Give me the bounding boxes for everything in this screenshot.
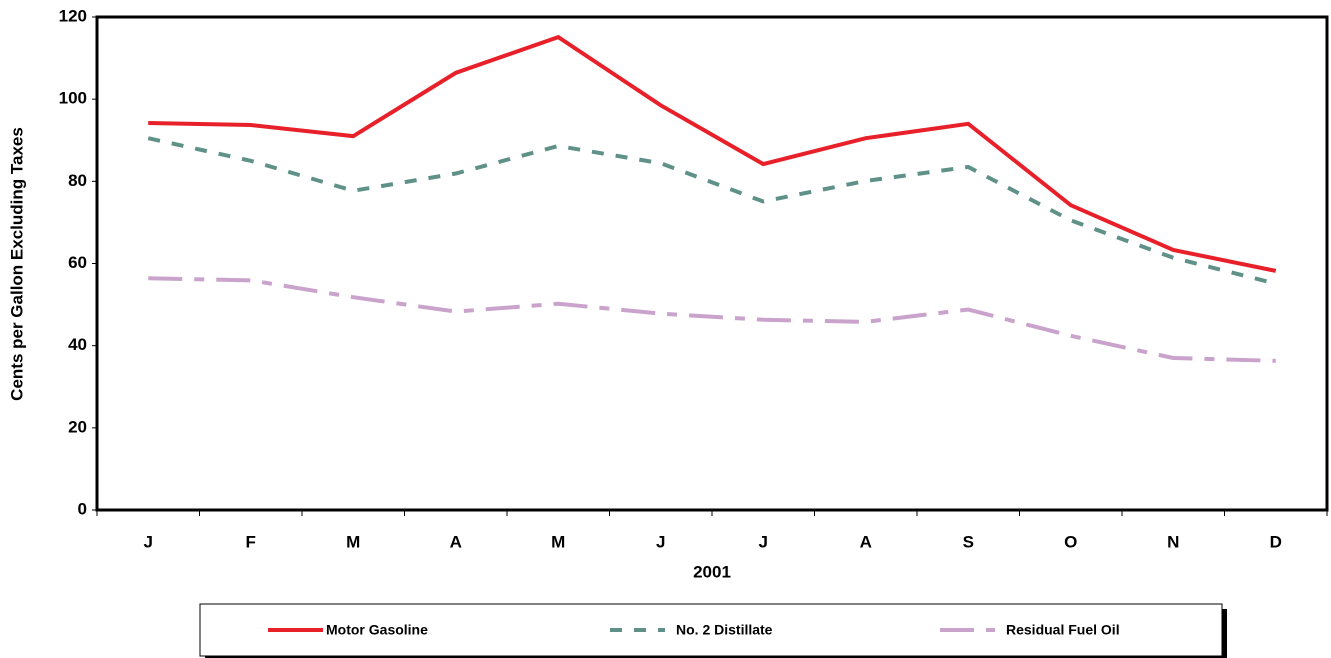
x-tick-label: A [450, 532, 462, 551]
legend-label: No. 2 Distillate [676, 622, 773, 638]
legend-label: Residual Fuel Oil [1006, 622, 1120, 638]
series-line [148, 34, 1277, 273]
x-tick-label: F [246, 532, 256, 551]
x-tick-label: M [551, 532, 565, 551]
x-axis-title: 2001 [693, 562, 731, 581]
y-tick-label: 40 [68, 335, 87, 354]
y-tick-label: 60 [68, 253, 87, 272]
x-tick-label: D [1270, 532, 1282, 551]
x-tick-label: J [144, 532, 153, 551]
y-tick-label: 80 [68, 171, 87, 190]
x-tick-label: N [1167, 532, 1179, 551]
series-line [148, 276, 1276, 363]
x-tick-label: O [1064, 532, 1077, 551]
x-tick-label: J [656, 532, 665, 551]
series-line [147, 136, 1277, 286]
x-tick-label: A [860, 532, 872, 551]
x-tick-label: S [963, 532, 974, 551]
plot-frame [95, 15, 1329, 512]
x-tick-label: M [346, 532, 360, 551]
legend-label: Motor Gasoline [326, 622, 428, 638]
y-axis-title: Cents per Gallon Excluding Taxes [7, 127, 26, 401]
y-tick-label: 100 [59, 89, 87, 108]
y-tick-label: 0 [78, 499, 87, 518]
y-tick-label: 120 [59, 6, 87, 25]
y-tick-label: 20 [68, 417, 87, 436]
legend [199, 603, 1223, 657]
x-tick-label: J [759, 532, 768, 551]
